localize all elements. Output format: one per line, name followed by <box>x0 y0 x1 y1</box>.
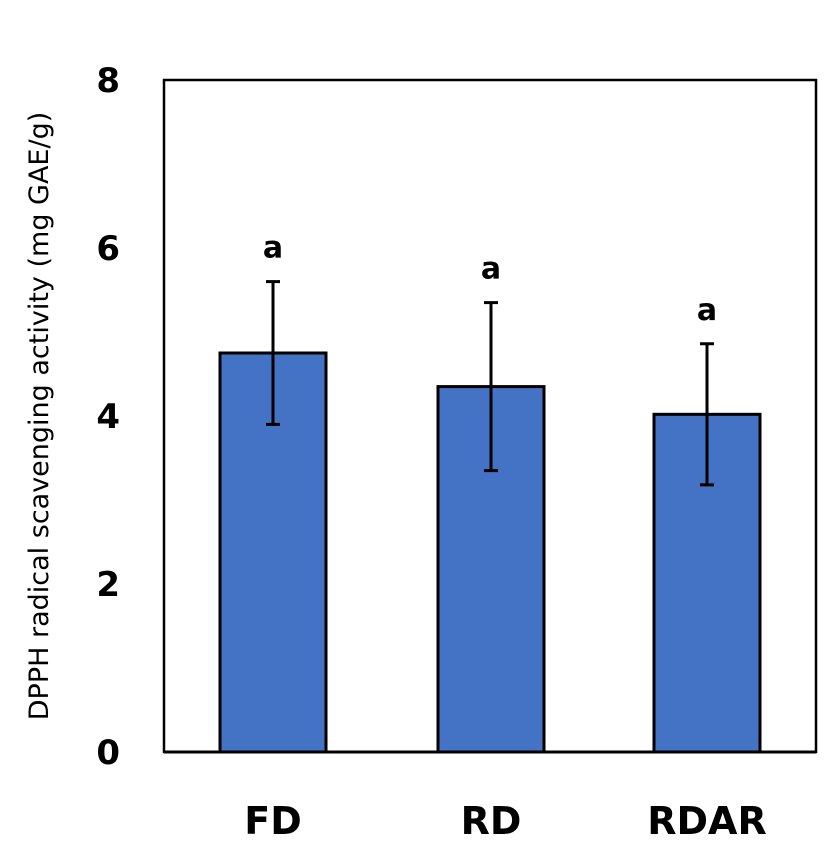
x-tick-label-fd: FD <box>244 799 302 843</box>
bar-annotation-rd: a <box>481 252 501 287</box>
x-labels-group: FD RD RDAR <box>244 799 767 843</box>
y-tick-label-8: 8 <box>96 61 120 101</box>
y-axis-title: DPPH radical scavenging activity (mg GAE… <box>24 112 55 721</box>
y-tick-label-4: 4 <box>96 397 120 437</box>
error-bars-group <box>266 280 714 487</box>
bar-annotation-fd: a <box>263 231 283 266</box>
x-tick-label-rd: RD <box>461 799 522 843</box>
annotations-group: a a a <box>263 231 717 328</box>
y-ticks-group: 0 2 4 6 8 <box>96 61 120 773</box>
y-tick-label-2: 2 <box>96 565 120 605</box>
bar-annotation-rdar: a <box>697 293 717 328</box>
x-tick-label-rdar: RDAR <box>647 799 766 843</box>
y-tick-label-6: 6 <box>96 229 120 269</box>
bar-rdar <box>652 412 762 754</box>
y-tick-label-0: 0 <box>96 733 120 773</box>
